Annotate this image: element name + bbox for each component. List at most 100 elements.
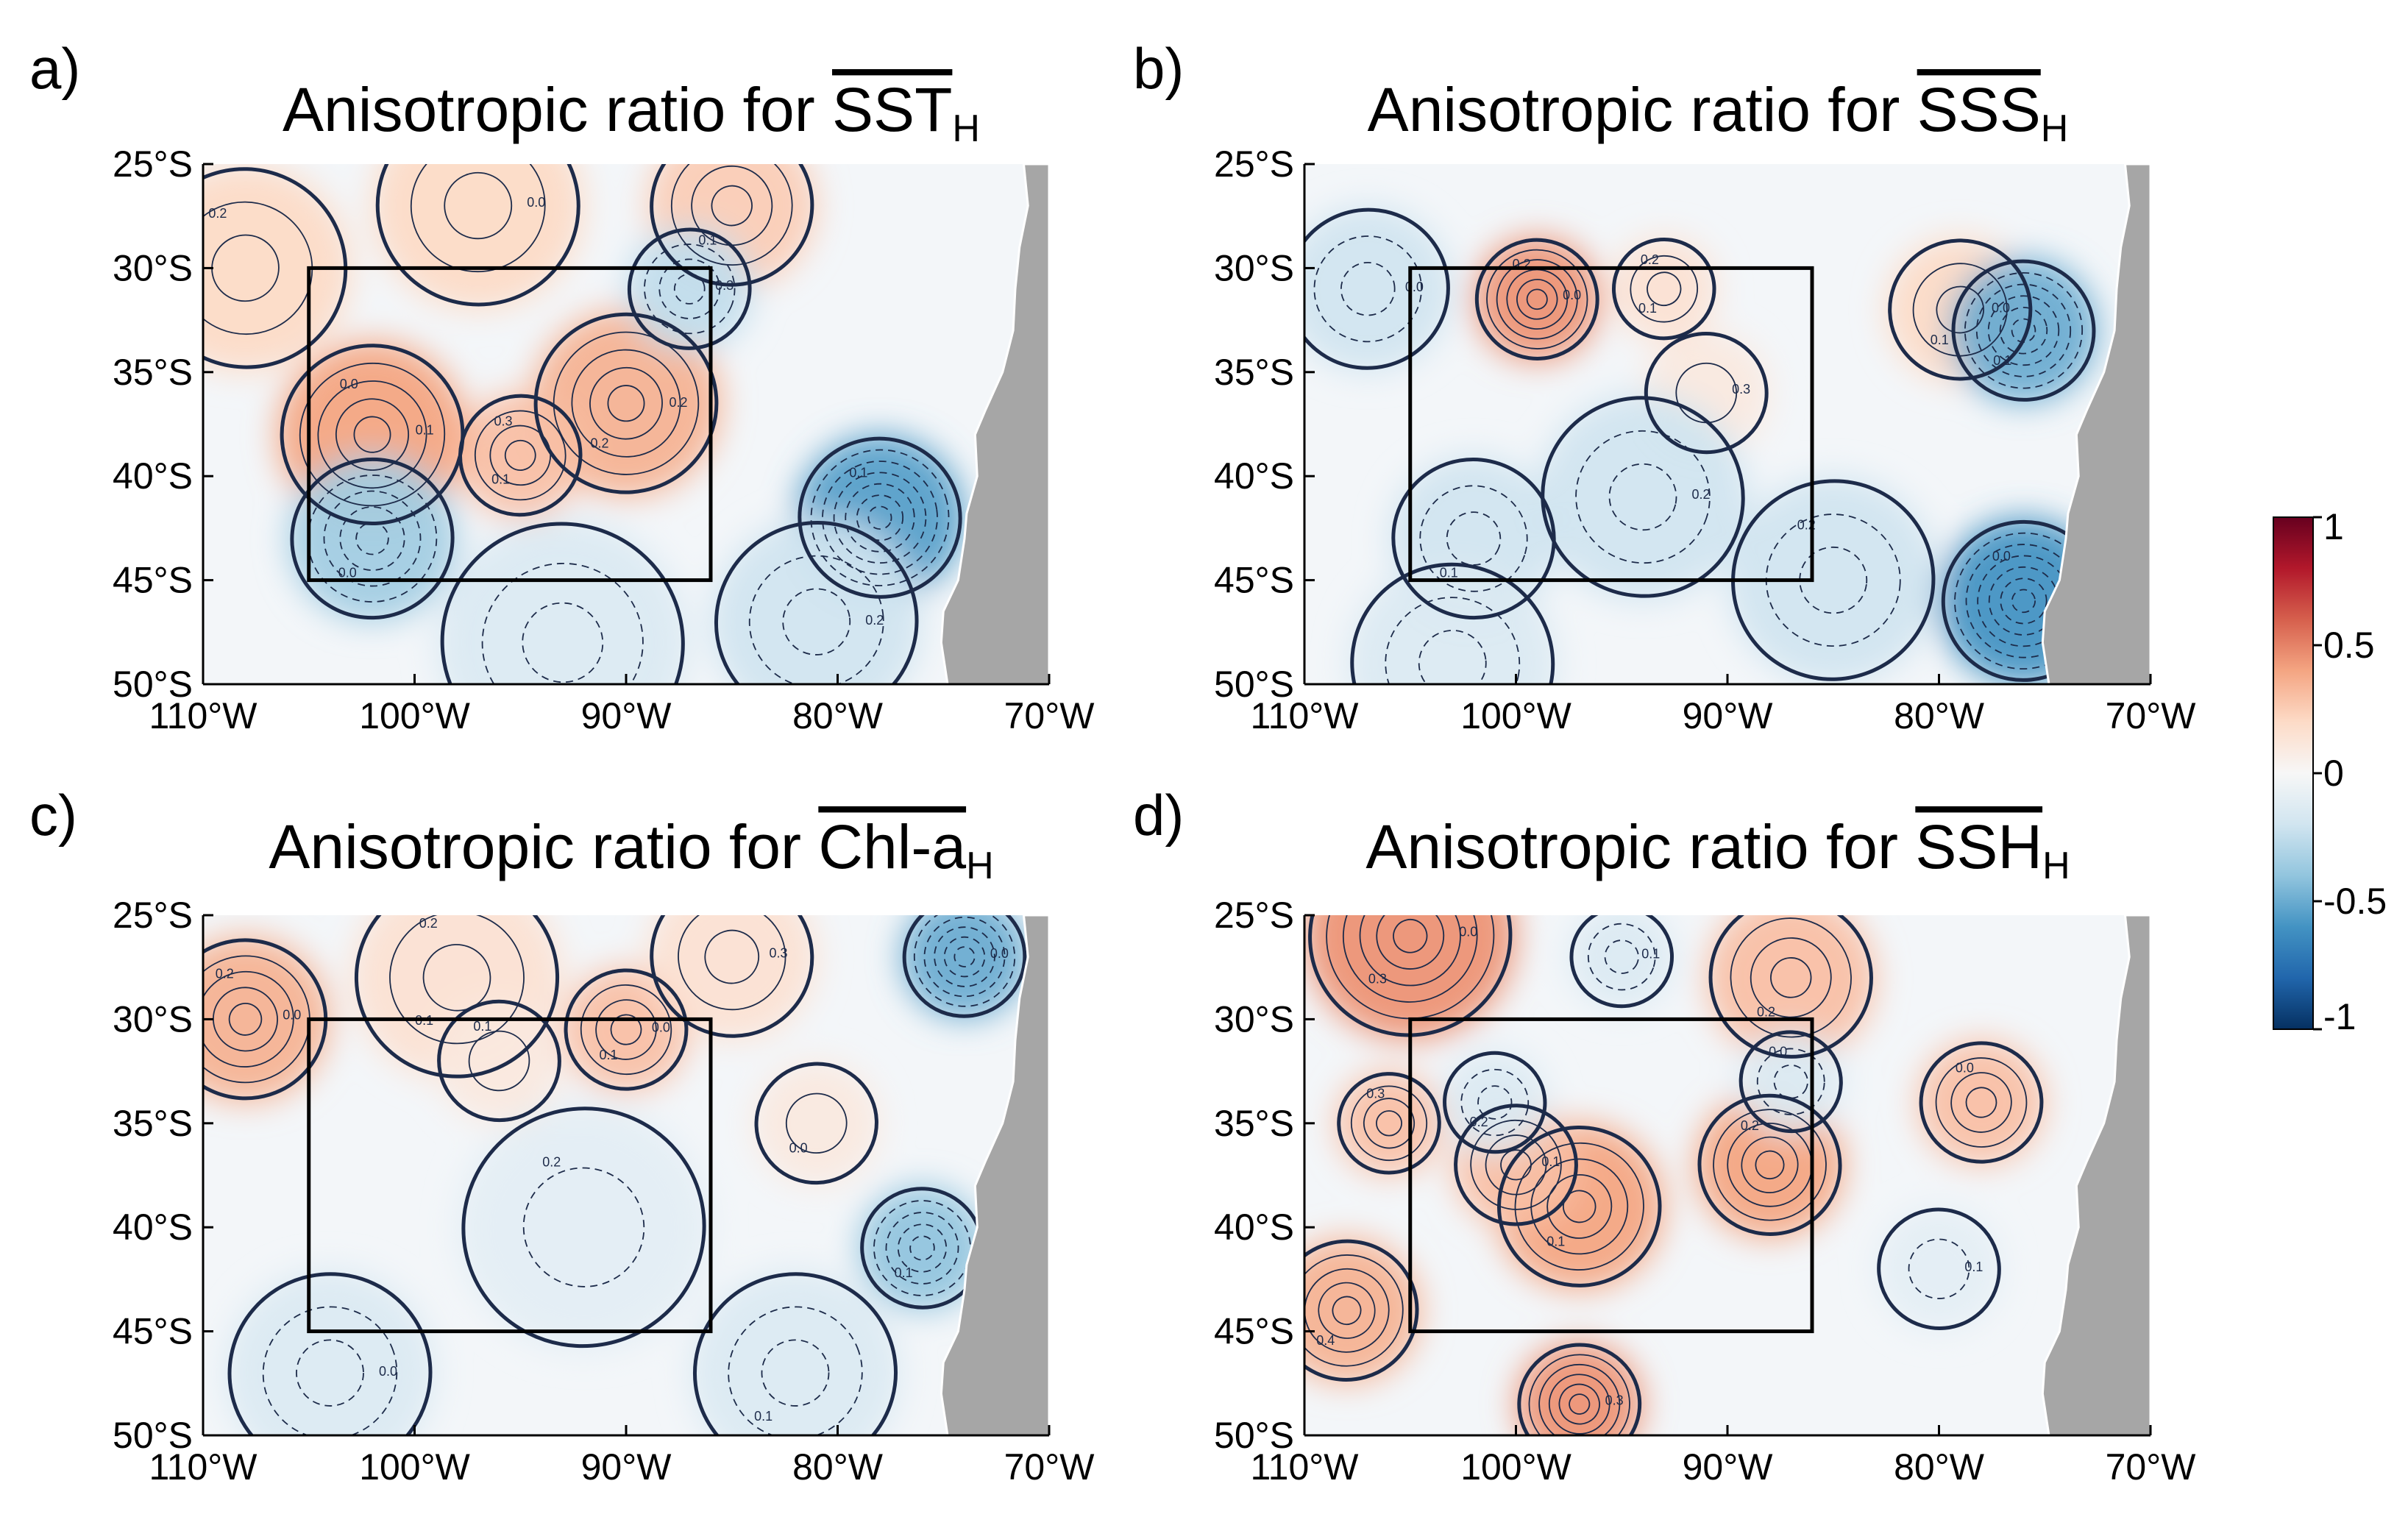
x-tick-label: 80°W <box>792 1446 884 1488</box>
contour-label: 0.3 <box>1368 972 1387 987</box>
contour-line <box>670 164 793 266</box>
contour-labels: 0.0 0.1 0.2 0.3 0.4 0.0 0.1 0.2 0.3 0.1 0.2 0.0 0.1 0… <box>1316 924 1983 1407</box>
contour-line <box>1741 1136 1799 1193</box>
panel-c-map: 0.00.10.20.30.00.10.00.10.20.00.10.20.00… <box>113 895 1095 1488</box>
contour-line <box>296 1339 364 1407</box>
contour-line <box>909 1235 935 1261</box>
contour-line <box>1713 1109 1827 1221</box>
y-tick-label: 50°S <box>1214 664 1294 705</box>
colorbar-tick-label: -0.5 <box>2323 881 2387 922</box>
zero-contour <box>1308 915 1513 1037</box>
zero-contour <box>798 436 962 599</box>
contour-line <box>481 562 644 684</box>
contour-label: 0.1 <box>698 233 717 248</box>
contour-line <box>262 1306 398 1435</box>
contour-label: 0.2 <box>1692 487 1711 502</box>
contour-line <box>1363 1098 1415 1149</box>
y-tick-label: 30°S <box>113 247 193 288</box>
contour-line <box>1630 255 1699 323</box>
panel-c-title-sub: H <box>966 845 994 887</box>
contour-line <box>761 1339 830 1407</box>
contour-line <box>1528 1354 1630 1435</box>
colorbar-gradient <box>2273 516 2314 1030</box>
contour-line <box>1608 463 1677 531</box>
contour-label: 0.1 <box>1541 1154 1560 1169</box>
contour-line <box>1750 937 1832 1018</box>
contour-line <box>610 1014 642 1045</box>
contour-line <box>323 490 422 587</box>
y-tick-label: 30°S <box>113 998 193 1040</box>
contour-line <box>1569 1393 1591 1415</box>
zero-contour <box>1888 238 2033 381</box>
contour-line <box>867 505 892 530</box>
contour-label: 0.0 <box>1992 549 2011 564</box>
contour-line <box>1950 1072 2012 1133</box>
contour-line <box>307 475 438 603</box>
contour-line <box>317 380 427 489</box>
contour-line <box>1538 1363 1621 1435</box>
contour-line <box>1418 630 1487 684</box>
zero-contour <box>1569 915 1674 1009</box>
zero-contour <box>1497 1125 1662 1287</box>
anomaly-blob <box>224 1268 436 1435</box>
contour-line <box>1350 1085 1428 1162</box>
zero-contour <box>1541 396 1745 598</box>
panel-d-title-main: Anisotropic ratio for <box>1365 812 1915 881</box>
y-tick-label: 35°S <box>113 1103 193 1144</box>
x-tick-label: 110°W <box>149 1446 258 1488</box>
contour-line <box>1965 1087 1997 1118</box>
y-tick-label: 50°S <box>113 1415 193 1456</box>
zero-contour <box>227 1272 433 1435</box>
contour-label: 0.2 <box>542 1154 561 1169</box>
panel-a-title: Anisotropic ratio for SSTH <box>283 75 980 150</box>
contour-line <box>422 944 491 1012</box>
contour-label: 0.0 <box>789 1141 808 1156</box>
contour-line <box>1393 918 1428 953</box>
contour-line <box>474 410 567 501</box>
contour-line <box>339 506 405 571</box>
contour-line <box>2011 589 2036 614</box>
contour-label: 0.0 <box>1992 301 2010 316</box>
contour-line <box>355 522 389 555</box>
contour-line <box>571 349 681 458</box>
contour-line <box>1340 261 1396 316</box>
panel-b-title-sub: H <box>2041 107 2069 150</box>
zero-contour <box>533 312 719 494</box>
y-tick-label: 40°S <box>113 455 193 497</box>
anomaly-blob <box>1949 257 2098 404</box>
colorbar-tick-label: 0.5 <box>2323 625 2375 666</box>
contour-labels: 0.00.10.20.30.10.00.20.10.20.00.10.20.00… <box>1405 252 2011 714</box>
contour-line <box>1376 1110 1402 1137</box>
colorbar-tick-label: 1 <box>2323 506 2344 547</box>
x-tick-label: 80°W <box>1894 1446 1985 1488</box>
x-tick-label: 70°W <box>1004 1446 1095 1488</box>
zero-contour <box>902 915 1027 1018</box>
zero-contour <box>1708 915 1873 1059</box>
contour-line <box>1326 915 1495 1020</box>
contour-line <box>704 929 760 984</box>
anomaly-blob <box>457 393 584 518</box>
panel-a: a) Anisotropic ratio for SSTH 0.10.20.30… <box>29 36 1095 736</box>
land-mass <box>2041 164 2150 684</box>
anomaly-blob <box>1917 1040 2045 1165</box>
y-tick-label: 40°S <box>1214 455 1294 497</box>
contour-line <box>1342 915 1478 1003</box>
contour-line <box>228 1002 263 1036</box>
field-layer: 0.00.10.20.30.10.00.20.10.20.00.10.20.00… <box>1304 164 2150 714</box>
contour-label: 0.0 <box>990 946 1009 961</box>
contour-layer <box>203 915 1027 1435</box>
x-tick-label: 110°W <box>149 695 258 736</box>
zero-contour <box>1644 331 1769 455</box>
x-tick-label: 100°W <box>359 695 470 736</box>
contour-label: 0.1 <box>1411 700 1429 714</box>
contour-line <box>1304 1254 1404 1367</box>
contour-line <box>1486 249 1588 349</box>
y-tick-label: 40°S <box>1214 1207 1294 1248</box>
contour-line <box>1999 306 2048 355</box>
zero-contour <box>375 164 580 307</box>
zero-contour <box>692 1272 898 1435</box>
contour-line <box>1485 1134 1547 1196</box>
contour-line <box>1799 546 1868 614</box>
contour-layer <box>1304 915 2044 1435</box>
contour-line <box>913 915 1016 1007</box>
